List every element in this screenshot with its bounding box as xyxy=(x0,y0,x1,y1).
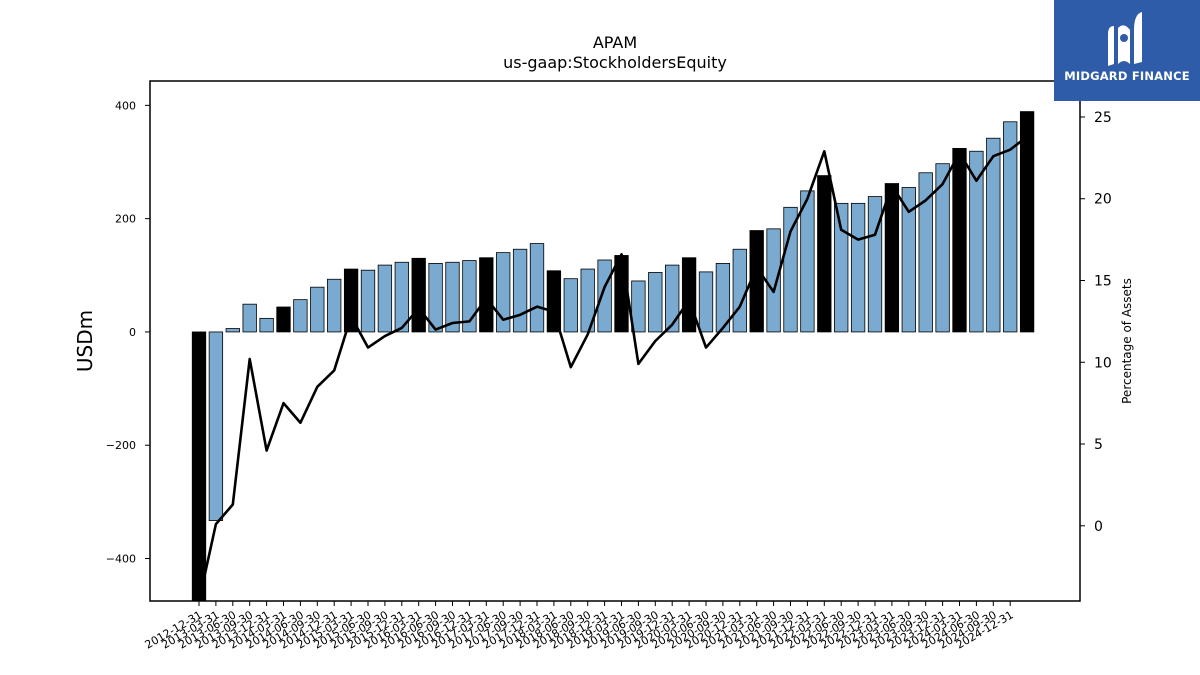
y-tick-label-2: 0 xyxy=(129,326,136,339)
x-axis: 2012-12-312013-03-312013-06-302013-09-30… xyxy=(143,601,1016,652)
bar-18 xyxy=(496,252,511,333)
bar-49 xyxy=(1019,111,1035,333)
bar-44 xyxy=(935,163,950,333)
chart-title: APAM xyxy=(593,33,637,52)
bar-15 xyxy=(445,261,460,333)
bar-16 xyxy=(462,260,477,333)
bar-48 xyxy=(1003,121,1018,333)
midgard-finance-logo: MIDGARD FINANCE xyxy=(1054,0,1200,101)
y2-tick-label-2: 10 xyxy=(1094,355,1112,371)
bar-38 xyxy=(834,202,849,333)
bar-37 xyxy=(817,175,832,333)
y-tick-label-3: 200 xyxy=(115,213,136,226)
bar-12 xyxy=(394,261,409,333)
bar-17 xyxy=(479,257,494,333)
bar-3 xyxy=(242,303,257,333)
bar-9 xyxy=(343,268,359,333)
y2-tick-label-0: 0 xyxy=(1094,519,1103,535)
right-y-axis: 0 5 10 15 20 25 xyxy=(1080,110,1112,535)
plot-frame xyxy=(149,80,1081,602)
midgard-logo-mark-icon xyxy=(1108,12,1142,66)
left-y-axis: −400 −200 0 200 400 xyxy=(106,99,150,566)
y2-tick-label-1: 5 xyxy=(1094,437,1103,453)
y2-tick-label-5: 25 xyxy=(1094,110,1112,126)
y-tick-label-4: 400 xyxy=(115,99,136,112)
bar-1 xyxy=(208,331,224,521)
percentage-line xyxy=(197,135,1028,602)
bar-47 xyxy=(986,137,1001,333)
bar-5 xyxy=(276,306,291,333)
bar-32 xyxy=(732,248,747,333)
bar-26 xyxy=(631,280,646,333)
bar-28 xyxy=(665,264,680,333)
bar-41 xyxy=(884,183,900,333)
bar-27 xyxy=(648,272,663,333)
bar-11 xyxy=(377,264,393,333)
y2-tick-label-3: 15 xyxy=(1094,273,1112,289)
bar-45 xyxy=(952,148,967,333)
y-tick-label-1: −200 xyxy=(106,439,136,452)
bar-series xyxy=(191,111,1035,602)
bar-14 xyxy=(428,262,443,333)
bar-40 xyxy=(867,196,883,333)
bar-22 xyxy=(563,278,578,333)
y2-axis-label: Percentage of Assets xyxy=(1120,278,1134,404)
y2-tick-label-4: 20 xyxy=(1094,192,1112,208)
bar-6 xyxy=(293,299,308,333)
bar-30 xyxy=(698,271,714,333)
bar-46 xyxy=(969,150,984,333)
bar-7 xyxy=(310,286,325,333)
bar-43 xyxy=(918,172,933,333)
bar-35 xyxy=(783,206,798,333)
y-tick-label-0: −400 xyxy=(106,553,136,566)
bar-24 xyxy=(597,259,612,333)
bar-42 xyxy=(901,187,916,333)
percentage-line-series xyxy=(197,135,1028,602)
bar-8 xyxy=(327,278,342,333)
bar-13 xyxy=(411,257,426,333)
bar-36 xyxy=(800,190,815,333)
y-axis-label: USDm xyxy=(73,310,97,372)
bar-25 xyxy=(614,255,629,333)
bar-31 xyxy=(715,262,731,333)
logo-text: MIDGARD FINANCE xyxy=(1064,69,1190,83)
bar-21 xyxy=(546,270,562,333)
bar-29 xyxy=(681,257,697,333)
bar-20 xyxy=(529,243,545,333)
bar-10 xyxy=(360,269,376,333)
bar-4 xyxy=(259,317,274,333)
bar-0 xyxy=(191,331,207,602)
chart-subtitle: us-gaap:StockholdersEquity xyxy=(503,53,727,72)
bar-39 xyxy=(850,202,866,333)
bar-2 xyxy=(225,328,240,333)
bar-34 xyxy=(766,228,781,333)
bar-19 xyxy=(512,248,528,333)
